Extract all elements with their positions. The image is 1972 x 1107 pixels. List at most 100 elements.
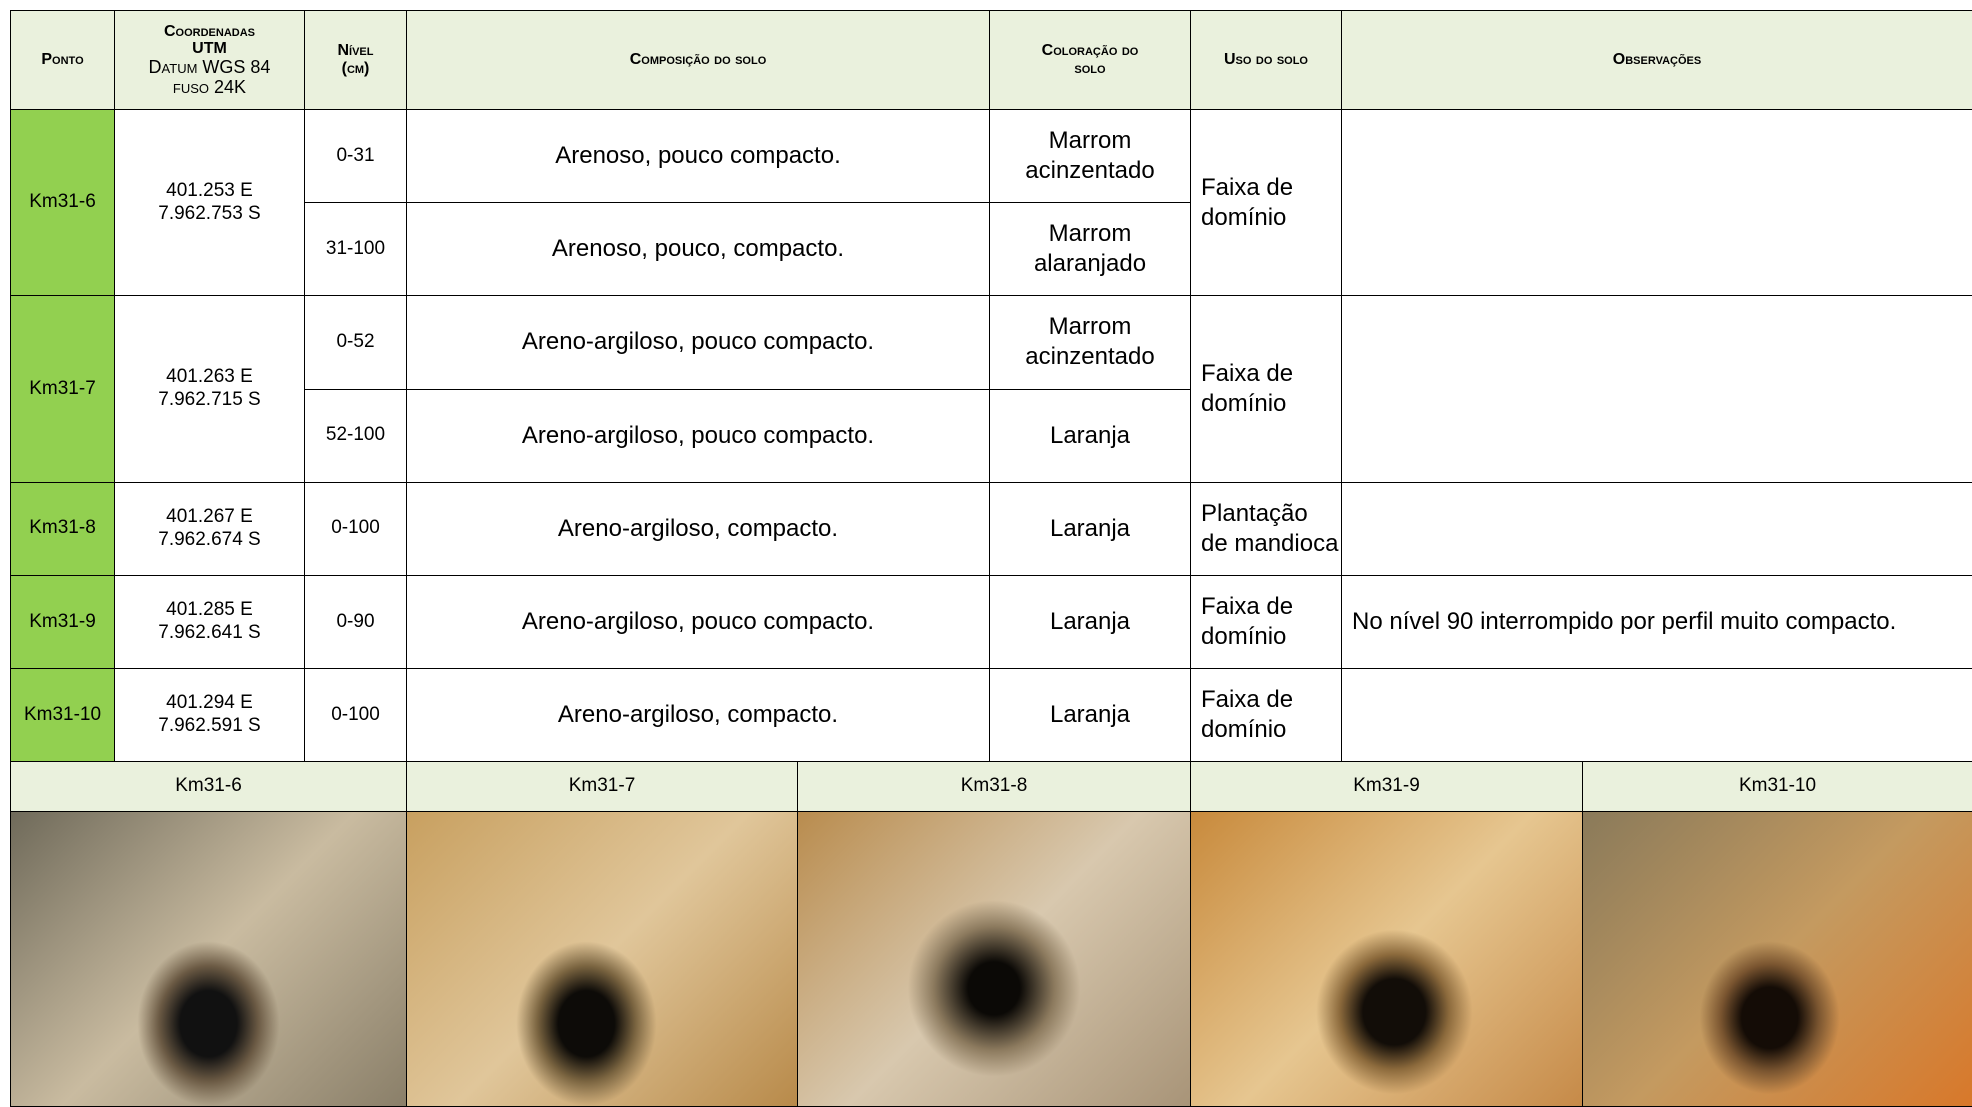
photo-label-text: Km31-8 bbox=[960, 775, 1028, 797]
composicao-cell-text: Arenoso, pouco, compacto. bbox=[551, 235, 845, 263]
photo-label-text: Km31-7 bbox=[568, 775, 636, 797]
photo-label: Km31-7 bbox=[406, 761, 798, 812]
nivel-cell: 0-100 bbox=[304, 481, 407, 576]
coloracao-cell: Marrom acinzentado bbox=[989, 109, 1191, 204]
soil-photo bbox=[1190, 811, 1583, 1107]
coloracao-cell-text: Marrom acinzentado bbox=[1025, 313, 1155, 371]
ponto-cell-text: Km31-6 bbox=[29, 191, 96, 213]
coords-cell-text: 401.294 E bbox=[166, 692, 253, 714]
uso-cell: Faixa de domínio bbox=[1190, 295, 1342, 483]
header-ponto: Ponto bbox=[10, 10, 115, 110]
nivel-cell-text: 0-52 bbox=[336, 331, 375, 353]
header-coloracao-text: solo bbox=[1074, 60, 1106, 77]
nivel-cell: 0-100 bbox=[304, 668, 407, 763]
header-observacoes-text: Observações bbox=[1612, 51, 1702, 69]
header-nivel: Nível (cm) bbox=[304, 10, 407, 110]
header-observacoes: Observações bbox=[1341, 10, 1972, 110]
nivel-cell-text: 0-90 bbox=[336, 610, 375, 632]
coords-cell-text: 7.962.753 S bbox=[158, 202, 261, 224]
uso-cell: Plantação de mandioca bbox=[1190, 481, 1342, 576]
ponto-cell-text: Km31-10 bbox=[23, 703, 102, 725]
uso-cell: Faixa de domínio bbox=[1190, 109, 1342, 297]
header-coordenadas: Coordenadas UTM Datum WGS 84 fuso 24K bbox=[114, 10, 305, 110]
nivel-cell-text: 52-100 bbox=[325, 424, 386, 446]
header-uso: Uso do solo bbox=[1190, 10, 1342, 110]
uso-cell-text: Faixa de domínio bbox=[1201, 593, 1294, 651]
coloracao-cell-text: Laranja bbox=[1049, 701, 1131, 729]
observacoes-cell bbox=[1341, 109, 1972, 297]
coords-cell-text: 7.962.591 S bbox=[158, 715, 261, 737]
composicao-cell-text: Areno-argiloso, pouco compacto. bbox=[521, 608, 875, 636]
composicao-cell-text: Areno-argiloso, pouco compacto. bbox=[521, 328, 875, 356]
photo-label: Km31-9 bbox=[1190, 761, 1583, 812]
header-coloracao: Coloração do solo bbox=[989, 10, 1191, 110]
coloracao-cell: Laranja bbox=[989, 668, 1191, 763]
uso-cell-text: Faixa de domínio bbox=[1201, 173, 1294, 231]
coords-cell-text: 7.962.674 S bbox=[158, 528, 261, 550]
header-uso-text: Uso do solo bbox=[1223, 51, 1308, 69]
header-composicao-text: Composição do solo bbox=[629, 51, 767, 69]
photo-label: Km31-10 bbox=[1582, 761, 1972, 812]
nivel-cell: 31-100 bbox=[304, 202, 407, 297]
coords-cell-text: 7.962.641 S bbox=[158, 622, 261, 644]
header-nivel-text: Nível bbox=[337, 42, 374, 60]
coords-cell: 401.294 E 7.962.591 S bbox=[114, 668, 305, 763]
coords-cell: 401.285 E 7.962.641 S bbox=[114, 575, 305, 670]
observacoes-cell-text: No nível 90 interrompido por perfil muit… bbox=[1352, 608, 1897, 636]
uso-cell: Faixa de domínio bbox=[1190, 575, 1342, 670]
soil-photo bbox=[797, 811, 1191, 1107]
ponto-cell: Km31-10 bbox=[10, 668, 115, 763]
uso-cell-text: Faixa de domínio bbox=[1201, 360, 1294, 418]
composicao-cell: Arenoso, pouco, compacto. bbox=[406, 202, 990, 297]
header-composicao: Composição do solo bbox=[406, 10, 990, 110]
coloracao-cell-text: Marrom acinzentado bbox=[1025, 127, 1155, 185]
composicao-cell-text: Arenoso, pouco compacto. bbox=[555, 142, 841, 170]
header-coloracao-text: Coloração do bbox=[1041, 42, 1139, 60]
coords-cell-text: 401.267 E bbox=[166, 506, 253, 528]
coords-cell: 401.263 E 7.962.715 S bbox=[114, 295, 305, 483]
photo-label-text: Km31-10 bbox=[1738, 775, 1817, 797]
soil-photo bbox=[406, 811, 798, 1107]
ponto-cell: Km31-6 bbox=[10, 109, 115, 297]
coloracao-cell: Marrom alaranjado bbox=[989, 202, 1191, 297]
photo-label-text: Km31-6 bbox=[175, 775, 242, 797]
header-ponto-text: Ponto bbox=[41, 51, 84, 69]
coloracao-cell: Laranja bbox=[989, 481, 1191, 576]
header-coordenadas-text: Coordenadas bbox=[163, 22, 255, 40]
coloracao-cell-text: Laranja bbox=[1049, 421, 1131, 449]
photo-label: Km31-6 bbox=[10, 761, 407, 812]
header-coordenadas-text: Datum WGS 84 bbox=[148, 56, 271, 77]
nivel-cell: 0-31 bbox=[304, 109, 407, 204]
coloracao-cell-text: Laranja bbox=[1049, 514, 1131, 542]
ponto-cell: Km31-7 bbox=[10, 295, 115, 483]
nivel-cell-text: 0-31 bbox=[336, 144, 375, 166]
nivel-cell-text: 0-100 bbox=[331, 517, 380, 539]
header-coordenadas-text: fuso 24K bbox=[172, 76, 247, 97]
nivel-cell: 0-52 bbox=[304, 295, 407, 390]
composicao-cell-text: Areno-argiloso, pouco compacto. bbox=[521, 421, 875, 449]
uso-cell-text: Plantação de mandioca bbox=[1201, 499, 1339, 557]
coords-cell-text: 401.253 E bbox=[166, 179, 253, 201]
coloracao-cell: Laranja bbox=[989, 388, 1191, 483]
observacoes-cell: No nível 90 interrompido por perfil muit… bbox=[1341, 575, 1972, 670]
nivel-cell: 52-100 bbox=[304, 388, 407, 483]
header-coordenadas-text: UTM bbox=[192, 40, 227, 58]
observacoes-cell bbox=[1341, 481, 1972, 576]
coloracao-cell-text: Marrom alaranjado bbox=[1033, 220, 1147, 278]
coords-cell-text: 401.285 E bbox=[166, 599, 253, 621]
uso-cell: Faixa de domínio bbox=[1190, 668, 1342, 763]
observacoes-cell bbox=[1341, 295, 1972, 483]
composicao-cell: Arenoso, pouco compacto. bbox=[406, 109, 990, 204]
composicao-cell: Areno-argiloso, pouco compacto. bbox=[406, 575, 990, 670]
composicao-cell: Areno-argiloso, compacto. bbox=[406, 668, 990, 763]
ponto-cell: Km31-9 bbox=[10, 575, 115, 670]
soil-photo bbox=[1582, 811, 1972, 1107]
nivel-cell-text: 31-100 bbox=[325, 237, 386, 259]
ponto-cell-text: Km31-7 bbox=[29, 377, 96, 399]
nivel-cell-text: 0-100 bbox=[331, 703, 380, 725]
coords-cell-text: 7.962.715 S bbox=[158, 389, 261, 411]
coords-cell: 401.253 E 7.962.753 S bbox=[114, 109, 305, 297]
composicao-cell: Areno-argiloso, pouco compacto. bbox=[406, 388, 990, 483]
composicao-cell-text: Areno-argiloso, compacto. bbox=[557, 514, 839, 542]
uso-cell-text: Faixa de domínio bbox=[1201, 686, 1294, 744]
